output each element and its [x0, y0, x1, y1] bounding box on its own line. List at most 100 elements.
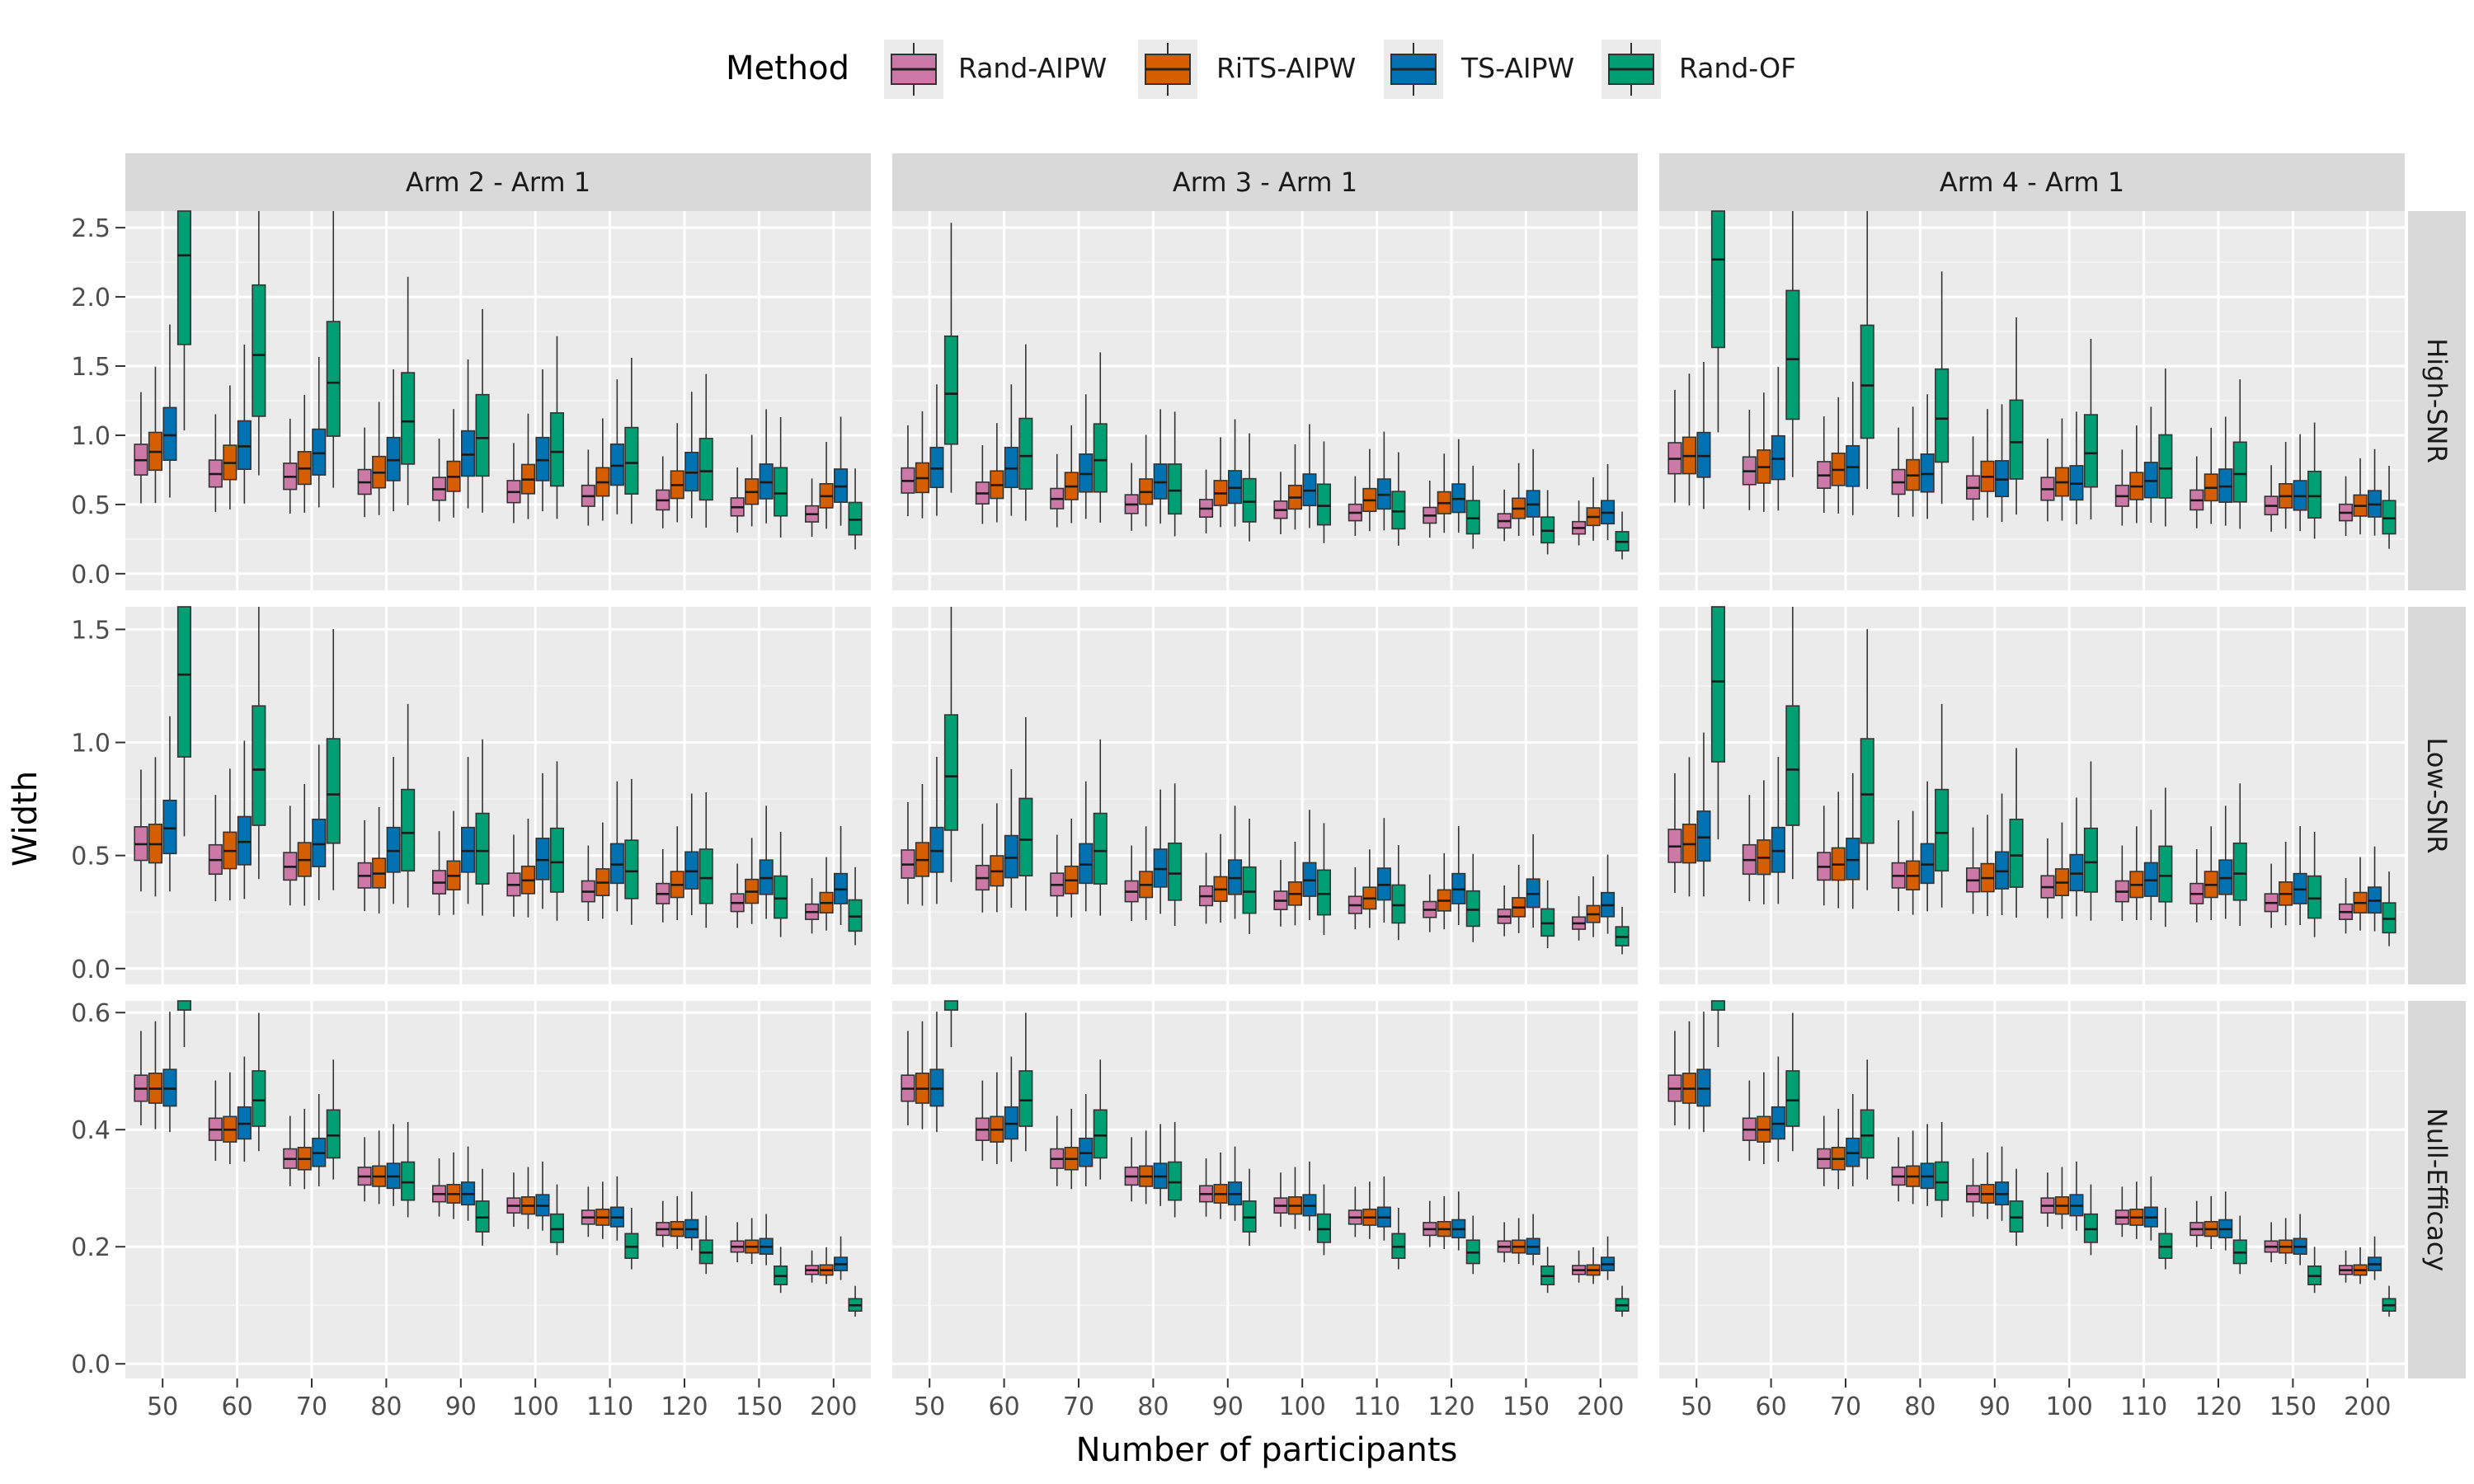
box-ts-aipw-120	[684, 793, 699, 915]
box-ts-aipw-70	[1846, 773, 1860, 909]
box-ts-aipw-90	[460, 359, 476, 509]
box-rand-of-110	[624, 778, 639, 925]
box-ts-aipw-110	[609, 379, 624, 514]
box-ts-aipw-200	[833, 1236, 849, 1280]
box-rand-of-80	[1168, 1121, 1183, 1218]
y-tick-label: 1.0	[71, 730, 111, 758]
box-ts-aipw-60	[237, 1056, 252, 1162]
y-tick-label: 0.0	[71, 561, 111, 589]
row-strip-low-snr: Low-SNR	[2408, 607, 2466, 984]
box-ts-aipw-60	[1771, 367, 1785, 511]
box-body	[698, 438, 713, 501]
strip-label: Arm 4 - Arm 1	[1940, 167, 2124, 198]
box-rand-aipw-150	[730, 467, 745, 533]
box-group-70	[1817, 1059, 1874, 1190]
box-ts-aipw-200	[2368, 1236, 2382, 1280]
box-rits-aipw-70	[1831, 397, 1846, 514]
box-group-110	[581, 1176, 639, 1270]
box-rand-aipw-90	[1199, 852, 1214, 924]
box-body	[1168, 1161, 1183, 1201]
box-ts-aipw-50	[162, 716, 177, 892]
legend-label: RiTS-AIPW	[1216, 52, 1356, 84]
y-tick-label: 1.5	[71, 616, 111, 645]
box-ts-aipw-80	[386, 1124, 401, 1206]
box-rits-aipw-50	[1681, 1021, 1696, 1129]
box-group-90	[1199, 805, 1257, 934]
box-rits-aipw-70	[1064, 818, 1079, 918]
box-rand-aipw-200	[804, 478, 820, 538]
box-group-60	[975, 716, 1033, 913]
box-rand-of-150	[2307, 832, 2322, 937]
legend-label: TS-AIPW	[1460, 52, 1574, 84]
box-rand-of-100	[1316, 823, 1331, 936]
box-rand-of-200	[848, 468, 863, 550]
box-rand-of-50	[176, 606, 191, 837]
box-rits-aipw-110	[2129, 425, 2144, 524]
box-body	[943, 714, 958, 831]
box-body	[624, 426, 639, 495]
box-rand-of-110	[1391, 845, 1406, 941]
y-tick-label: 0.0	[71, 956, 111, 984]
box-rits-aipw-100	[1287, 1167, 1302, 1229]
box-group-120	[1423, 826, 1480, 942]
box-rits-aipw-50	[1681, 757, 1696, 897]
panel-null-efficacy-arm-2-arm-1	[125, 1000, 871, 1378]
box-body	[460, 826, 476, 873]
box-ts-aipw-120	[1451, 826, 1466, 926]
box-rand-aipw-100	[2040, 838, 2055, 918]
box-group-100	[506, 336, 565, 524]
box-group-100	[2040, 761, 2098, 921]
y-axis-low-snr: 0.0 0.5 1.0 1.5	[71, 616, 125, 984]
panel-low-snr-arm-2-arm-1	[125, 606, 871, 984]
box-rand-aipw-150	[730, 863, 745, 928]
box-ts-aipw-120	[684, 1191, 699, 1251]
box-rand-aipw-60	[975, 445, 990, 524]
column-strip-arm-2-arm-1: Arm 2 - Arm 1	[125, 153, 871, 211]
box-rand-aipw-70	[283, 805, 298, 906]
box-rand-aipw-120	[2189, 1200, 2204, 1247]
box-ts-aipw-110	[1376, 1176, 1391, 1241]
box-body	[252, 1070, 266, 1127]
box-rand-aipw-110	[1348, 866, 1362, 930]
box-ts-aipw-70	[1079, 1094, 1094, 1186]
box-rand-of-60	[1018, 716, 1033, 911]
box-ts-aipw-90	[1995, 1146, 2010, 1221]
box-body	[2158, 434, 2173, 499]
box-rits-aipw-150	[1512, 864, 1526, 933]
box-rits-aipw-100	[2054, 822, 2069, 919]
box-rits-aipw-200	[819, 442, 834, 529]
box-rits-aipw-90	[1213, 437, 1228, 528]
box-group-100	[1273, 424, 1331, 543]
box-rand-of-50	[176, 210, 191, 431]
box-rand-of-100	[549, 336, 565, 519]
box-rand-of-80	[401, 276, 416, 505]
box-rand-aipw-90	[431, 439, 447, 522]
box-ts-aipw-110	[2143, 406, 2158, 523]
box-rits-aipw-60	[1757, 780, 1771, 904]
box-rand-aipw-70	[1817, 805, 1832, 906]
box-ts-aipw-70	[1079, 394, 1094, 519]
box-rand-of-150	[2307, 1247, 2322, 1294]
box-group-80	[1891, 1121, 1950, 1218]
box-rits-aipw-110	[2129, 1181, 2144, 1239]
x-tick-label: 50	[147, 1392, 178, 1421]
legend-item-rand-of: Rand-OF	[1602, 40, 1796, 99]
box-rand-of-150	[1540, 1247, 1555, 1294]
box-rand-of-90	[475, 309, 490, 513]
box-rand-of-120	[698, 791, 713, 928]
strip-background	[2408, 1001, 2466, 1378]
y-tick-label: 2.0	[71, 284, 111, 312]
y-tick-label: 0.5	[71, 491, 111, 520]
box-ts-aipw-70	[312, 744, 327, 900]
x-tick-label: 90	[1979, 1392, 2011, 1421]
box-rand-aipw-80	[1891, 1137, 1906, 1202]
box-ts-aipw-90	[460, 757, 476, 904]
box-rits-aipw-110	[595, 418, 610, 521]
x-tick-label: 70	[1063, 1392, 1094, 1421]
box-rand-of-70	[1093, 1059, 1108, 1180]
box-body	[1860, 1109, 1874, 1159]
box-group-50	[901, 607, 958, 906]
box-group-110	[1348, 818, 1406, 941]
box-ts-aipw-100	[535, 369, 550, 512]
box-group-200	[1572, 854, 1630, 955]
